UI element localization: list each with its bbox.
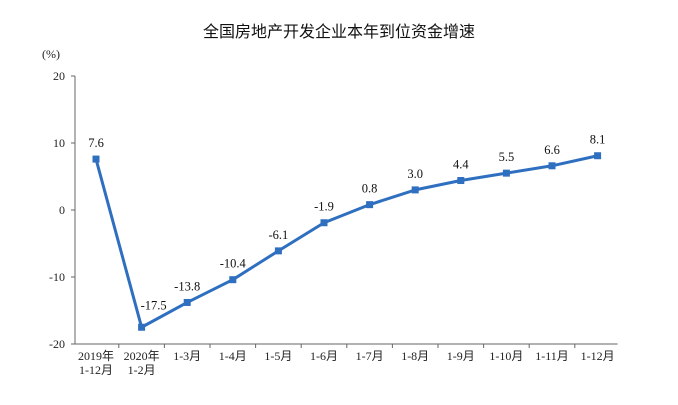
data-point-marker	[274, 247, 282, 255]
data-label: -1.9	[314, 200, 334, 214]
data-label: 8.1	[590, 133, 606, 147]
data-point-marker	[411, 186, 419, 194]
chart-title: 全国房地产开发企业本年到位资金增速	[202, 22, 475, 41]
x-tick-label: 1-7月	[356, 349, 384, 363]
data-point-marker	[548, 162, 556, 170]
x-tick-label: 1-11月	[535, 349, 569, 363]
data-label: -10.4	[220, 257, 247, 271]
series-line	[94, 154, 598, 329]
y-axis-unit-label: (%)	[42, 47, 60, 61]
x-tick-label: 2020年 1-2月	[124, 349, 160, 377]
y-tick-label: 10	[53, 136, 65, 150]
x-tick-label: 1-9月	[447, 349, 475, 363]
data-point-marker	[183, 298, 191, 306]
data-point-marker	[457, 177, 465, 185]
y-tick-label: -10	[49, 270, 65, 284]
x-tick-label: 1-6月	[310, 349, 338, 363]
x-tick-label: 1-10月	[489, 349, 523, 363]
x-tick-label: 1-8月	[401, 349, 429, 363]
data-label: -17.5	[141, 298, 167, 312]
data-point-marker	[502, 169, 510, 177]
data-point-marker	[138, 323, 146, 331]
data-point-marker	[594, 152, 602, 160]
x-tick-label: 1-4月	[219, 349, 247, 363]
y-tick-label: 0	[59, 203, 65, 217]
data-label: 4.4	[453, 158, 469, 172]
data-label: -13.8	[174, 279, 200, 293]
data-point-marker	[92, 155, 100, 163]
data-label: 7.6	[88, 136, 104, 150]
x-tick-label: 2019年 1-12月	[78, 349, 114, 377]
data-label: 0.8	[362, 182, 378, 196]
data-label: 6.6	[544, 143, 560, 157]
data-point-marker	[366, 201, 374, 209]
y-tick-label: -20	[49, 337, 65, 351]
data-label: -6.1	[269, 228, 289, 242]
data-label: 5.5	[499, 150, 515, 164]
data-point-marker	[320, 219, 328, 227]
data-point-marker	[229, 276, 237, 284]
y-tick-label: 20	[53, 69, 65, 83]
data-label: 3.0	[407, 167, 423, 181]
x-tick-label: 1-12月	[581, 349, 615, 363]
x-tick-label: 1-5月	[264, 349, 292, 363]
x-tick-label: 1-3月	[173, 349, 201, 363]
